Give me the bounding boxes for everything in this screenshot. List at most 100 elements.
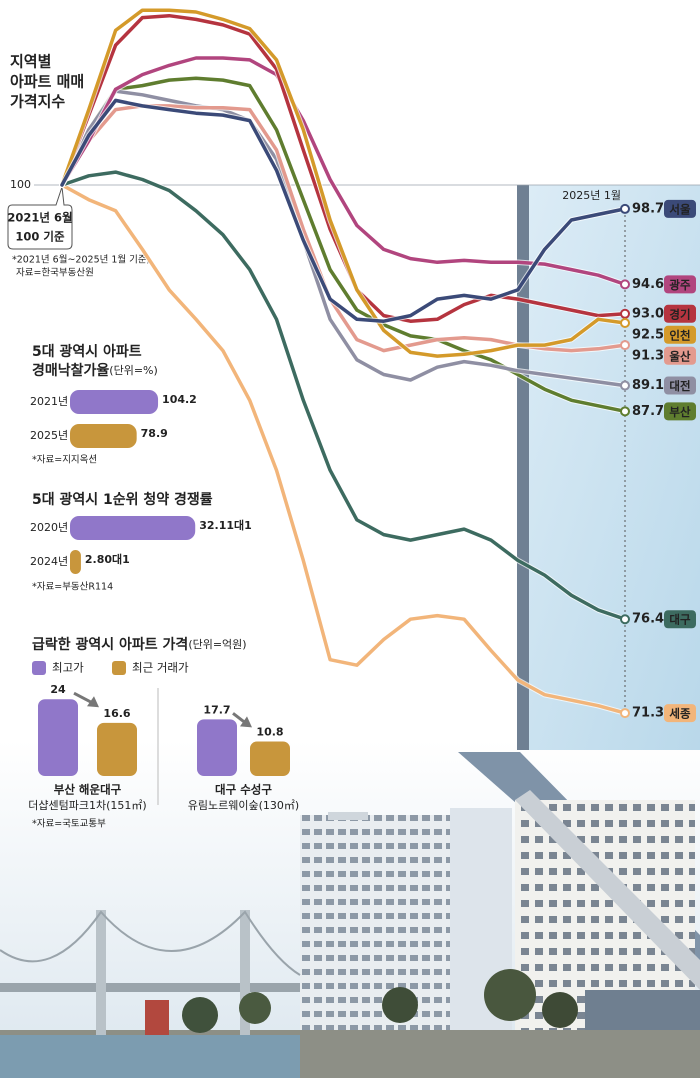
end-point <box>620 614 630 625</box>
chart-title: 5대 광역시 1순위 청약 경쟁률 <box>32 491 213 508</box>
bar <box>250 741 290 776</box>
line-chart-text: 지역별 아파트 매매 가격지수 2021년 6월 100 기준 *2021년 6… <box>7 53 149 279</box>
legend-label: 인천 <box>669 328 690 342</box>
chart-title-line: 5대 광역시 1순위 청약 경쟁률 <box>32 491 213 508</box>
end-point <box>620 406 630 417</box>
chart-title: 급락한 광역시 아파트 가격(단위=억원) <box>32 636 247 653</box>
category-label: 대구 수성구 <box>215 783 272 797</box>
callout-box <box>7 186 73 250</box>
value-label: 91.3 <box>632 348 664 363</box>
value-label: 71.3 <box>632 706 664 721</box>
source-note: *자료=부동산R114 <box>32 582 113 593</box>
value-label: 87.7 <box>632 404 664 419</box>
legend-label: 세종 <box>669 707 691 721</box>
value-label: 2.80대1 <box>85 552 130 566</box>
legend-badge <box>664 704 696 723</box>
value-label: 92.5 <box>632 327 664 342</box>
category-label: 부산 해운대구 <box>54 783 122 797</box>
y-tick-label: 100 <box>10 178 31 191</box>
legend-badge <box>664 325 696 344</box>
bar <box>70 390 159 414</box>
legend-label: 최고가 <box>52 661 84 675</box>
chart-title: 지역별 <box>10 53 51 71</box>
source-note: *2021년 6월~2025년 1월 기준, <box>12 254 150 266</box>
unit-label: (단위=억원) <box>188 638 246 651</box>
legend-badge <box>664 402 696 421</box>
bar <box>197 719 237 776</box>
category-label: 2024년 <box>30 555 68 568</box>
category-label: 2020년 <box>30 521 68 534</box>
legend-label: 대구 <box>669 613 691 627</box>
legend-label: 부산 <box>669 405 691 419</box>
category-label: 2021년 <box>30 395 68 408</box>
source-note: *자료=지지옥션 <box>32 455 97 466</box>
series-line <box>60 56 627 287</box>
category-label: 더샵센텀파크1차(151㎡) <box>28 799 146 812</box>
callout-text: 2021년 6월 <box>7 211 72 225</box>
legend-badge <box>664 610 696 629</box>
legend-badge <box>664 199 696 218</box>
category-label: 2025년 <box>30 429 68 442</box>
value-label: 98.7 <box>632 201 664 216</box>
legend-label: 경기 <box>669 307 690 321</box>
bar <box>97 722 137 776</box>
bar <box>70 424 137 448</box>
chart-title: 가격지수 <box>10 93 65 111</box>
value-label: 32.11대1 <box>199 518 252 532</box>
arrow-head <box>87 696 99 708</box>
legend-label: 서울 <box>669 202 691 216</box>
end-point <box>620 203 630 214</box>
legend-label: 대전 <box>669 379 690 393</box>
legend-label: 울산 <box>669 349 691 363</box>
chart-title-line: 5대 광역시 아파트 <box>32 343 142 360</box>
series-line <box>60 8 627 358</box>
legend-label: 최근 거래가 <box>132 661 189 675</box>
value-label: 17.7 <box>203 703 230 716</box>
value-label: 93.0 <box>632 306 664 321</box>
source-note: 자료=한국부동산원 <box>16 268 94 279</box>
end-point <box>620 279 630 290</box>
unit-label: (단위=%) <box>109 364 158 377</box>
category-label: 유림노르웨이숲(130㎡) <box>188 799 299 812</box>
chart-title: 경매낙찰가율(단위=%) <box>32 362 158 379</box>
legend-swatch <box>32 661 46 675</box>
series-line <box>60 170 627 621</box>
value-label: 24 <box>50 683 66 696</box>
legend-badge <box>664 346 696 365</box>
legend-badge <box>664 304 696 323</box>
end-point <box>620 308 630 319</box>
legend-swatch <box>112 661 126 675</box>
series-line <box>60 183 627 715</box>
x-tick-label: 2025년 1월 <box>562 189 621 202</box>
legend-label: 광주 <box>669 278 691 292</box>
chart-title: 5대 광역시 아파트 <box>32 343 142 360</box>
value-label: 78.9 <box>141 427 168 440</box>
value-label: 104.2 <box>162 393 197 406</box>
value-label: 89.1 <box>632 378 664 393</box>
end-point <box>620 708 630 719</box>
end-point <box>620 318 630 328</box>
series-line <box>60 76 627 414</box>
bar <box>38 699 78 776</box>
value-label: 76.4 <box>632 612 664 627</box>
chart-title: 아파트 매매 <box>10 73 84 91</box>
source-note: *자료=국토교통부 <box>32 819 106 830</box>
end-point <box>620 380 630 391</box>
arrow <box>73 691 94 705</box>
value-label: 10.8 <box>256 725 283 738</box>
end-point <box>620 340 630 351</box>
series-line <box>60 98 627 323</box>
legend-badge <box>664 376 696 395</box>
series-line <box>60 89 627 388</box>
value-label: 94.6 <box>632 277 664 292</box>
arrow-head <box>240 716 252 728</box>
chart-title-line: 경매낙찰가율 <box>32 362 109 379</box>
bar <box>70 516 196 540</box>
bar <box>70 550 81 574</box>
chart-title-line: 급락한 광역시 아파트 가격 <box>32 636 188 653</box>
callout-text: 100 기준 <box>15 230 65 244</box>
value-label: 16.6 <box>103 707 130 720</box>
legend-badge <box>664 275 696 294</box>
